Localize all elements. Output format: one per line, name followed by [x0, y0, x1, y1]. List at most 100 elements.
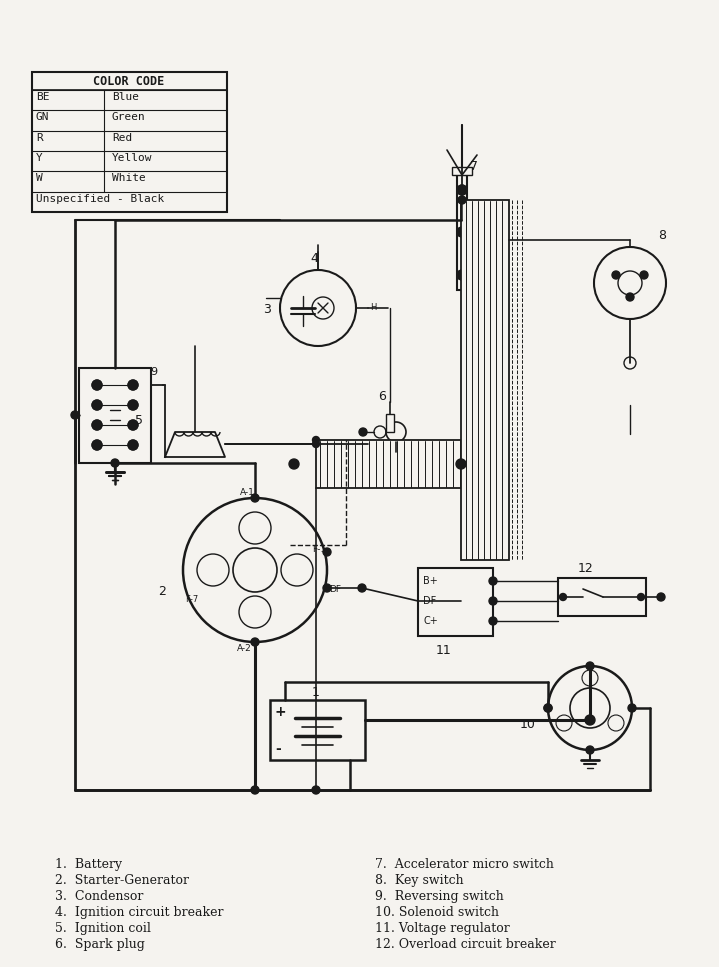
Circle shape	[458, 196, 466, 204]
Circle shape	[92, 440, 102, 450]
Circle shape	[323, 584, 331, 592]
Text: Yellow: Yellow	[112, 153, 152, 163]
Circle shape	[612, 271, 620, 279]
Text: 8.  Key switch: 8. Key switch	[375, 874, 464, 887]
Circle shape	[640, 271, 648, 279]
Circle shape	[92, 400, 102, 410]
Bar	[79, 368, 151, 463]
Bar	[316, 440, 461, 488]
Bar	[457, 175, 467, 290]
Circle shape	[489, 577, 497, 585]
Circle shape	[280, 270, 356, 346]
Circle shape	[128, 400, 138, 410]
Text: 5: 5	[135, 414, 143, 427]
Text: C+: C+	[423, 616, 438, 626]
Text: 2.  Starter-Generator: 2. Starter-Generator	[55, 874, 189, 887]
Circle shape	[358, 584, 366, 592]
Circle shape	[313, 436, 319, 444]
Text: -: -	[275, 742, 280, 756]
Text: 10. Solenoid switch: 10. Solenoid switch	[375, 906, 499, 919]
Circle shape	[251, 786, 259, 794]
Circle shape	[594, 247, 666, 319]
Text: COLOR CODE: COLOR CODE	[93, 75, 165, 88]
Text: Unspecified - Black: Unspecified - Black	[36, 193, 164, 204]
Text: F-1: F-1	[312, 545, 326, 554]
Text: White: White	[112, 173, 146, 184]
Text: 3: 3	[263, 303, 271, 316]
Circle shape	[628, 704, 636, 712]
Text: Blue: Blue	[112, 92, 139, 102]
Circle shape	[183, 498, 327, 642]
Circle shape	[457, 227, 467, 237]
Text: 4: 4	[310, 252, 318, 265]
Bar	[461, 200, 509, 560]
Circle shape	[489, 617, 497, 625]
Circle shape	[626, 293, 634, 301]
Text: H: H	[370, 303, 376, 312]
Text: 8: 8	[658, 229, 666, 242]
Bar	[452, 167, 472, 175]
Text: +: +	[275, 705, 287, 719]
Text: BE: BE	[36, 92, 50, 102]
Circle shape	[489, 597, 497, 605]
Circle shape	[289, 459, 299, 469]
Circle shape	[359, 428, 367, 436]
Text: Y: Y	[36, 153, 42, 163]
Circle shape	[586, 662, 594, 670]
Text: 11: 11	[436, 644, 452, 657]
Text: A-2: A-2	[237, 644, 252, 653]
Text: 1.  Battery: 1. Battery	[55, 858, 122, 871]
Circle shape	[111, 459, 119, 467]
Text: 6.  Spark plug: 6. Spark plug	[55, 938, 145, 951]
Text: 6: 6	[378, 390, 386, 403]
Text: DF: DF	[423, 596, 436, 606]
Text: 12. Overload circuit breaker: 12. Overload circuit breaker	[375, 938, 556, 951]
Circle shape	[638, 594, 644, 601]
Text: 11. Voltage regulator: 11. Voltage regulator	[375, 922, 510, 935]
Bar	[270, 700, 365, 760]
Circle shape	[128, 380, 138, 390]
Text: 7.  Accelerator micro switch: 7. Accelerator micro switch	[375, 858, 554, 871]
Circle shape	[657, 593, 665, 601]
Circle shape	[586, 746, 594, 754]
Circle shape	[313, 441, 319, 448]
Circle shape	[457, 270, 467, 280]
Text: 1: 1	[312, 686, 320, 699]
Text: 10: 10	[520, 718, 536, 731]
Bar	[418, 568, 493, 636]
Text: 2: 2	[158, 585, 166, 598]
Circle shape	[92, 380, 102, 390]
Circle shape	[559, 594, 567, 601]
Circle shape	[251, 494, 259, 502]
Text: 5.  Ignition coil: 5. Ignition coil	[55, 922, 151, 935]
Text: Red: Red	[112, 132, 132, 143]
Text: 9.  Reversing switch: 9. Reversing switch	[375, 890, 504, 903]
Circle shape	[457, 185, 467, 195]
Text: A-1: A-1	[240, 488, 255, 497]
Text: Green: Green	[112, 112, 146, 123]
Polygon shape	[165, 432, 225, 457]
Bar	[386, 414, 394, 432]
Circle shape	[548, 666, 632, 750]
Text: DF: DF	[329, 585, 341, 594]
Text: GN: GN	[36, 112, 50, 123]
Circle shape	[312, 786, 320, 794]
Text: R: R	[36, 132, 42, 143]
Circle shape	[323, 548, 331, 556]
Text: 12: 12	[578, 562, 594, 575]
Text: 3.  Condensor: 3. Condensor	[55, 890, 143, 903]
Circle shape	[585, 715, 595, 725]
Text: 4.  Ignition circuit breaker: 4. Ignition circuit breaker	[55, 906, 224, 919]
Text: F-7: F-7	[185, 595, 198, 604]
Text: 7: 7	[470, 160, 478, 173]
Circle shape	[92, 420, 102, 430]
Text: B+: B+	[423, 576, 438, 586]
Circle shape	[544, 704, 552, 712]
Bar	[32, 72, 227, 212]
Circle shape	[71, 411, 79, 419]
Circle shape	[544, 704, 552, 712]
Circle shape	[251, 638, 259, 646]
Circle shape	[456, 459, 466, 469]
Bar	[558, 578, 646, 616]
Text: W: W	[36, 173, 42, 184]
